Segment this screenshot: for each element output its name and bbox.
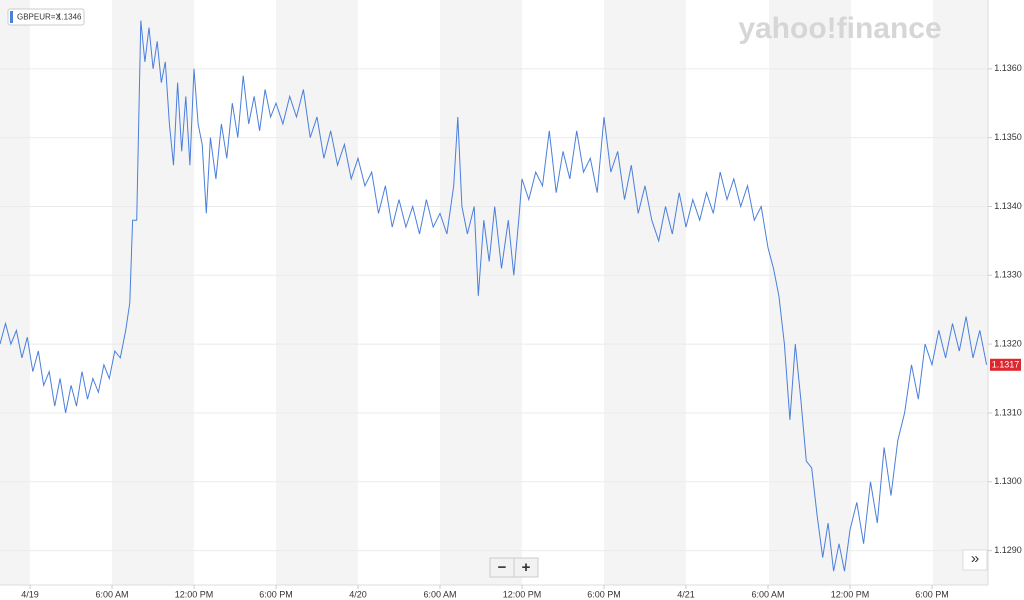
x-tick-label: 6:00 PM xyxy=(915,589,949,599)
y-tick-label: 1.1350 xyxy=(994,132,1022,142)
session-band xyxy=(440,0,522,585)
x-tick-label: 6:00 PM xyxy=(259,589,293,599)
x-tick-label: 12:00 PM xyxy=(503,589,542,599)
expand-label[interactable]: » xyxy=(971,550,979,567)
price-line xyxy=(0,20,988,572)
watermark: yahoo!finance xyxy=(738,12,941,45)
zoom-in-button[interactable]: + xyxy=(513,557,539,578)
zoom-out-label[interactable]: − xyxy=(498,559,507,576)
x-tick-label: 12:00 PM xyxy=(831,589,870,599)
legend-box xyxy=(7,8,85,26)
session-band xyxy=(276,0,358,585)
button-bg[interactable] xyxy=(962,549,988,571)
x-tick-label: 6:00 AM xyxy=(751,589,784,599)
zoom-out-button[interactable]: − xyxy=(489,557,515,578)
x-tick-label: 4/20 xyxy=(349,589,367,599)
expand-button[interactable]: » xyxy=(962,549,988,571)
x-tick-label: 6:00 PM xyxy=(587,589,621,599)
session-band xyxy=(933,0,988,585)
x-tick-label: 6:00 AM xyxy=(424,589,457,599)
grid xyxy=(0,68,988,552)
y-tick-label: 1.1310 xyxy=(994,407,1022,417)
session-band xyxy=(604,0,686,585)
button-bg[interactable] xyxy=(513,557,539,578)
y-tick-label: 1.1300 xyxy=(994,476,1022,486)
x-tick-label: 12:00 PM xyxy=(175,589,214,599)
plot xyxy=(0,20,988,572)
session-band xyxy=(112,0,194,585)
last-price-label: 1.1317 xyxy=(992,360,1020,370)
session-band xyxy=(769,0,851,585)
legend-name: GBPEUR=X xyxy=(17,13,61,22)
y-tick-label: 1.1330 xyxy=(994,270,1022,280)
y-tick-label: 1.1290 xyxy=(994,545,1022,555)
zoom-in-label[interactable]: + xyxy=(522,559,531,576)
y-tick-label: 1.1320 xyxy=(994,338,1022,348)
y-tick-label: 1.1360 xyxy=(994,63,1022,73)
x-tick-label: 4/19 xyxy=(21,589,39,599)
x-tick-label: 4/21 xyxy=(677,589,695,599)
legend-swatch xyxy=(10,11,13,23)
last-price-box xyxy=(990,358,1021,371)
legend-value: 1.1346 xyxy=(57,13,82,22)
session-band xyxy=(0,0,30,585)
x-tick-label: 6:00 AM xyxy=(96,589,129,599)
y-tick-label: 1.1340 xyxy=(994,201,1022,211)
